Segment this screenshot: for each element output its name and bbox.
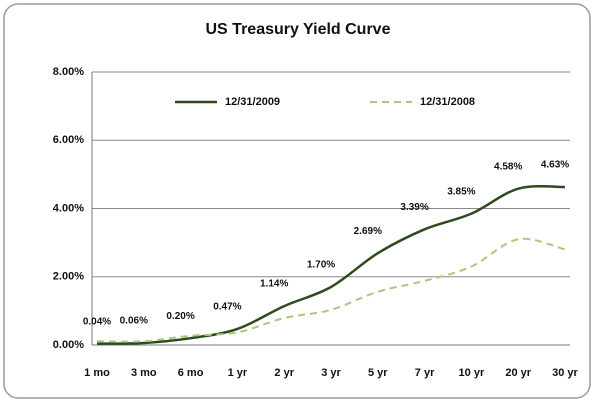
value-label: 4.58% (494, 161, 522, 172)
x-tick-label: 3 mo (131, 367, 157, 379)
y-tick-label: 6.00% (53, 134, 84, 146)
y-tick-label: 2.00% (53, 271, 84, 283)
legend-label: 12/31/2009 (225, 96, 280, 108)
series-line (96, 237, 566, 343)
x-tick-label: 6 mo (178, 367, 204, 379)
value-label: 3.39% (400, 202, 428, 213)
value-label: 3.85% (447, 186, 475, 197)
x-tick-label: 1 yr (228, 367, 248, 379)
x-tick-label: 3 yr (321, 367, 341, 379)
legend-label: 12/31/2008 (420, 96, 475, 108)
x-tick-label: 10 yr (459, 367, 485, 379)
value-label: 4.63% (541, 160, 569, 171)
value-label: 1.14% (260, 279, 288, 290)
x-tick-label: 7 yr (415, 367, 435, 379)
y-tick-label: 0.00% (53, 339, 84, 351)
x-tick-label: 1 mo (84, 367, 110, 379)
series-line (96, 185, 566, 345)
x-tick-label: 20 yr (505, 367, 531, 379)
value-label: 0.20% (166, 311, 194, 322)
x-tick-label: 5 yr (368, 367, 388, 379)
y-tick-label: 8.00% (53, 66, 84, 78)
value-label: 0.47% (213, 302, 241, 313)
x-tick-label: 30 yr (552, 367, 578, 379)
y-tick-label: 4.00% (53, 202, 84, 214)
value-label: 2.69% (354, 226, 382, 237)
x-tick-label: 2 yr (274, 367, 294, 379)
value-label: 0.04% (83, 316, 111, 327)
chart-title: US Treasury Yield Curve (206, 21, 391, 38)
value-label: 0.06% (120, 316, 148, 327)
chart-frame (3, 3, 591, 399)
value-label: 1.70% (307, 260, 335, 271)
